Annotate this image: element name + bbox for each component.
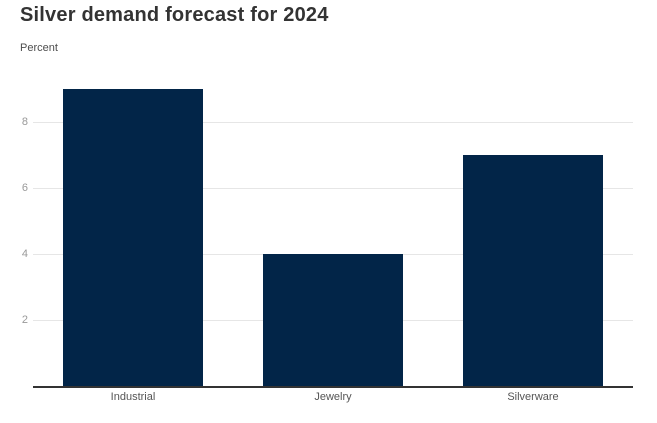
bar-jewelry [263,254,403,386]
y-axis-tick-label: 8 [21,116,28,128]
y-axis-tick-label: 4 [21,248,28,260]
x-axis-category-label: Jewelry [314,391,352,403]
x-axis-line [33,386,633,388]
chart-subtitle: Percent [20,42,58,54]
y-gridline [33,188,633,189]
bar-silverware [463,155,603,386]
x-axis-category-label: Silverware [507,391,559,403]
y-axis-tick-label: 6 [21,182,28,194]
chart-title: Silver demand forecast for 2024 [20,4,329,26]
x-axis-category-label: Industrial [110,391,156,403]
y-axis-tick-label: 2 [21,314,28,326]
y-gridline [33,122,633,123]
bar-industrial [63,89,203,386]
